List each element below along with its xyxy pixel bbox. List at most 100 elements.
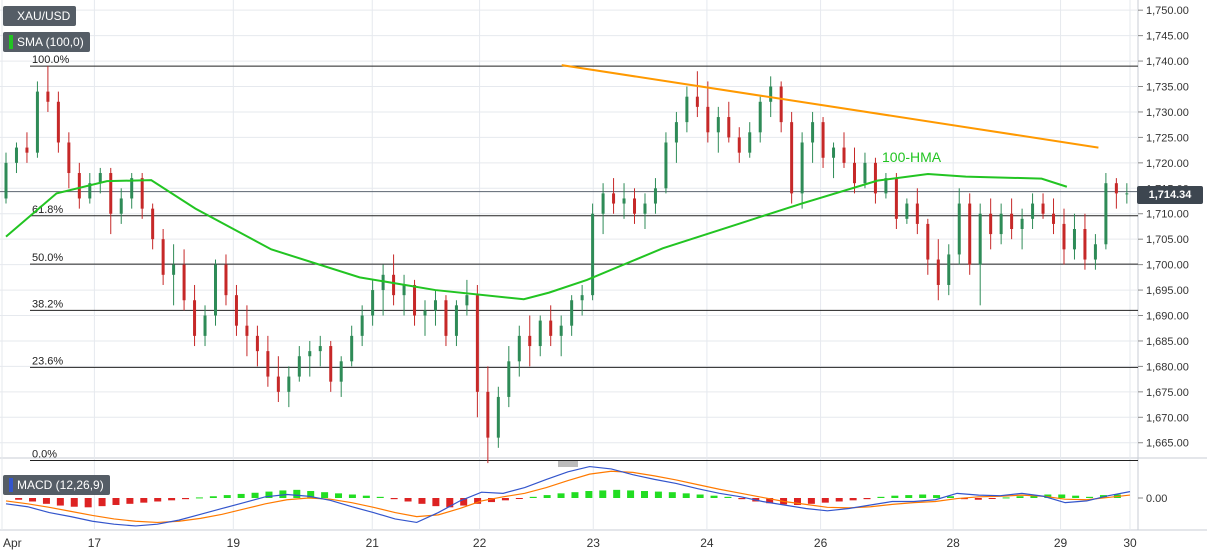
macd-histogram-bar	[195, 497, 203, 499]
candle-body	[957, 203, 961, 255]
x-tick-label: 30	[1123, 536, 1137, 550]
macd-histogram-bar	[251, 492, 259, 498]
macd-legend[interactable]: MACD (12,26,9)	[3, 475, 110, 495]
macd-histogram-bar	[348, 494, 356, 498]
macd-histogram-bar	[293, 489, 301, 498]
macd-histogram-bar	[140, 498, 148, 503]
macd-histogram-bar	[418, 498, 426, 504]
candle-body	[936, 259, 940, 285]
macd-histogram-bar	[1002, 497, 1010, 499]
candle-body	[35, 91, 39, 153]
macd-histogram-bar	[710, 495, 718, 498]
candle-body	[496, 396, 500, 438]
candle-body	[245, 325, 249, 336]
candle-body	[475, 295, 479, 392]
macd-histogram-bar	[307, 491, 315, 498]
candle-body	[371, 290, 375, 316]
macd-histogram-bar	[112, 498, 120, 505]
candle-body	[601, 193, 605, 214]
y-tick-label: 1,720.00	[1146, 158, 1189, 170]
macd-histogram-bar	[404, 498, 412, 502]
candle-body	[674, 122, 678, 143]
macd-histogram-bar	[29, 498, 37, 502]
fib-level-label: 50.0%	[32, 252, 63, 264]
candle-body	[716, 117, 720, 133]
candle-body	[989, 213, 993, 235]
macd-histogram-bar	[376, 496, 384, 498]
macd-histogram-bar	[460, 498, 468, 506]
candle-body	[653, 188, 657, 204]
macd-histogram-bar	[237, 493, 245, 498]
macd-histogram-bar	[585, 491, 593, 498]
candle-body	[413, 284, 417, 316]
macd-signal-line	[5, 470, 1131, 524]
macd-histogram-bar	[1016, 496, 1024, 498]
candle-body	[1083, 229, 1087, 260]
candle-body	[161, 239, 165, 275]
candle-body	[25, 147, 29, 153]
macd-histogram-bar	[821, 498, 829, 503]
macd-histogram-bar	[98, 498, 106, 507]
candle-body	[737, 137, 741, 153]
candle-body	[276, 376, 280, 392]
candle-body	[109, 173, 113, 214]
x-tick-label: 29	[1054, 536, 1068, 550]
candle-body	[130, 178, 134, 199]
candle-body	[214, 264, 218, 316]
macd-histogram-bar	[654, 491, 662, 498]
candle-body	[559, 325, 563, 336]
macd-histogram-bar	[1030, 495, 1038, 498]
macd-histogram-bar	[474, 498, 482, 504]
candle-body	[465, 295, 469, 306]
candle-body	[884, 178, 888, 194]
macd-histogram-bar	[933, 495, 941, 498]
macd-histogram-bar	[182, 498, 190, 500]
candle-body	[517, 335, 521, 362]
candle-body	[528, 335, 532, 347]
candle-body	[1031, 203, 1035, 219]
macd-histogram-bar	[919, 494, 927, 498]
symbol-label[interactable]: XAU/USD	[3, 6, 77, 26]
macd-histogram-bar	[501, 498, 509, 501]
candle-body	[727, 117, 731, 138]
candle-body	[706, 106, 710, 133]
candle-body	[863, 162, 867, 184]
candle-body	[1041, 203, 1045, 214]
sma-legend[interactable]: SMA (100,0)	[3, 32, 90, 52]
x-tick-label: 17	[88, 536, 102, 550]
macd-histogram-bar	[668, 492, 676, 498]
y-tick-label: 1,725.00	[1146, 132, 1189, 144]
macd-histogram-bar	[724, 496, 732, 498]
candle-body	[297, 356, 301, 377]
macd-histogram-bar	[807, 498, 815, 504]
candle-body	[790, 122, 794, 194]
price-panel-bg	[0, 0, 1138, 458]
candle-body	[538, 320, 542, 347]
macd-histogram-bar	[15, 498, 23, 500]
candle-body	[695, 96, 699, 107]
candle-body	[88, 183, 92, 199]
macd-histogram-bar	[891, 495, 899, 498]
x-tick-label: 28	[947, 536, 961, 550]
macd-histogram-bar	[209, 496, 217, 498]
candle-body	[423, 310, 427, 316]
macd-histogram-bar	[543, 495, 551, 498]
y-tick-label: 1,705.00	[1146, 234, 1189, 246]
candle-body	[612, 193, 616, 204]
macd-histogram-bar	[515, 498, 523, 499]
y-tick-label: 1,665.00	[1146, 438, 1189, 450]
macd-histogram-bar	[988, 498, 996, 499]
candle-body	[4, 162, 8, 199]
candle-body	[402, 284, 406, 296]
macd-histogram-bar	[265, 491, 273, 498]
candle-body	[151, 208, 155, 240]
y-tick-label: 1,745.00	[1146, 31, 1189, 43]
y-tick-label: 1,730.00	[1146, 107, 1189, 119]
x-tick-label: Apr	[3, 536, 22, 550]
candle-body	[454, 305, 458, 336]
candle-body	[633, 198, 637, 214]
candle-body	[193, 300, 197, 336]
macd-histogram-bar	[696, 494, 704, 498]
candle-body	[140, 178, 144, 209]
